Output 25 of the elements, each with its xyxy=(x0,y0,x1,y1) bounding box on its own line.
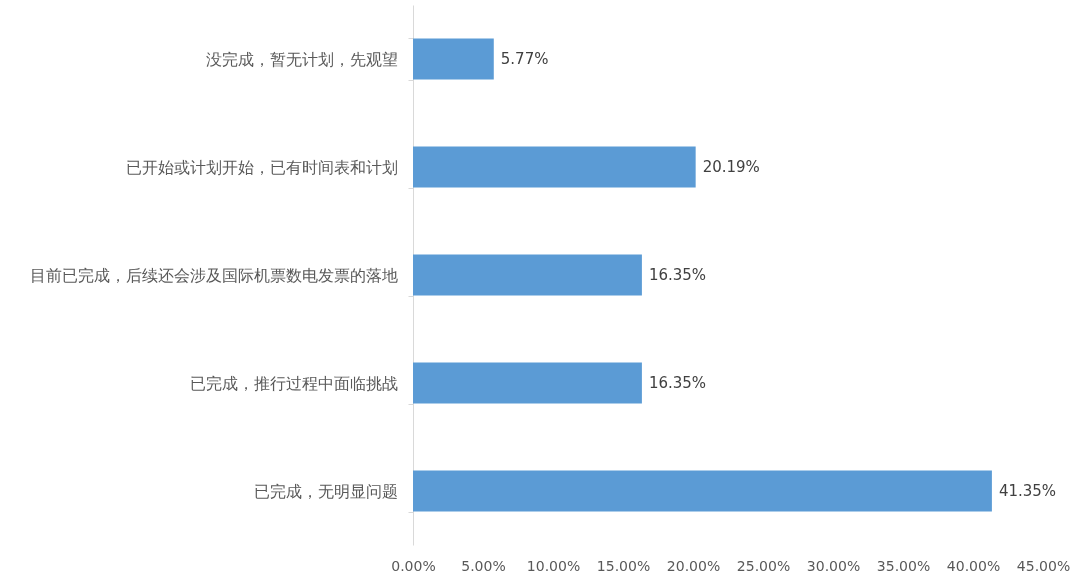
x-tick-label: 30.00% xyxy=(806,557,861,574)
x-tick-label: 40.00% xyxy=(946,557,1001,574)
y-tick-label: 已完成，无明显问题 xyxy=(253,481,398,501)
x-tick-label: 5.00% xyxy=(461,557,506,574)
bar xyxy=(413,254,642,296)
x-tick-label: 10.00% xyxy=(526,557,581,574)
x-tick-label: 20.00% xyxy=(666,557,721,574)
x-tick-label: 35.00% xyxy=(876,557,931,574)
y-tick-label: 已开始或计划开始，已有时间表和计划 xyxy=(125,157,398,177)
y-tick-label: 目前已完成，后续还会涉及国际机票数电发票的落地 xyxy=(29,265,398,285)
x-tick-label: 25.00% xyxy=(736,557,791,574)
x-tick-label: 15.00% xyxy=(596,557,651,574)
data-label: 16.35% xyxy=(648,374,707,392)
bar xyxy=(413,38,494,80)
y-tick-label: 没完成，暂无计划，先观望 xyxy=(205,49,398,69)
data-label: 41.35% xyxy=(998,482,1057,500)
x-tick-label: 45.00% xyxy=(1016,557,1071,574)
data-label: 5.77% xyxy=(500,50,549,68)
data-label: 16.35% xyxy=(648,266,707,284)
data-label: 20.19% xyxy=(702,158,760,176)
y-tick-label: 已完成，推行过程中面临挑战 xyxy=(189,373,398,393)
x-tick-label: 0.00% xyxy=(391,557,436,574)
bar xyxy=(413,362,642,404)
bar xyxy=(413,470,992,512)
bar xyxy=(413,146,696,188)
